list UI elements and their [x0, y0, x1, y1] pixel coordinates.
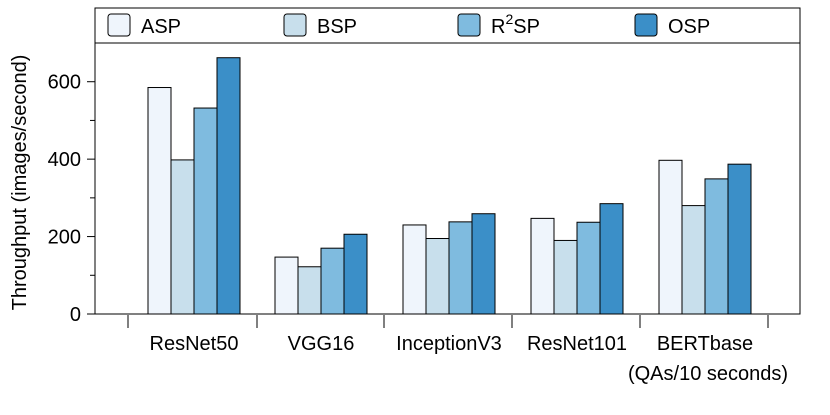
bar-vgg16-bsp	[297, 266, 322, 315]
bar-vgg16-asp	[274, 256, 299, 315]
bar-bertbase-asp	[658, 159, 683, 315]
x-tick-label-resnet50: ResNet50	[150, 333, 239, 355]
legend-swatch-osp	[634, 13, 658, 37]
bar-vgg16-r2sp	[320, 247, 345, 315]
bar-resnet101-bsp	[553, 239, 578, 315]
legend-label-osp: OSP	[668, 16, 710, 38]
y-tick-label-600: 600	[48, 72, 81, 94]
bar-inceptionv3-r2sp	[448, 221, 473, 315]
x-tick-label-inceptionv3: InceptionV3	[396, 333, 502, 355]
bar-resnet50-osp	[216, 57, 241, 315]
x-tick-label-vgg16: VGG16	[288, 333, 355, 355]
bar-bertbase-r2sp	[704, 178, 729, 315]
bar-vgg16-osp	[343, 233, 368, 315]
bar-inceptionv3-osp	[471, 213, 496, 315]
y-tick-label-400: 400	[48, 149, 81, 171]
y-tick-label-200: 200	[48, 227, 81, 249]
legend-label-bsp: BSP	[317, 16, 357, 38]
bar-resnet101-asp	[530, 217, 555, 315]
y-tick-label-0: 0	[70, 304, 81, 326]
legend-label-r2sp: R2SP	[491, 11, 540, 38]
y-axis-title: Throughput (images/second)	[9, 55, 31, 311]
legend-label-asp: ASP	[141, 16, 181, 38]
bar-inceptionv3-asp	[402, 224, 427, 315]
bar-resnet50-bsp	[170, 159, 195, 315]
bar-bertbase-osp	[727, 163, 752, 315]
plot-frame	[94, 42, 801, 315]
bar-resnet50-r2sp	[193, 107, 218, 315]
x-tick-label-bertbase: BERTbase	[657, 333, 753, 355]
bar-resnet101-osp	[599, 203, 624, 315]
legend-swatch-asp	[107, 13, 131, 37]
bar-inceptionv3-bsp	[425, 238, 450, 315]
bar-bertbase-bsp	[681, 205, 706, 315]
axes: 0 200 400 600 Throughput (images/second) ResN…	[9, 42, 801, 385]
x-tick-sublabel-bertbase: (QAs/10 seconds)	[628, 363, 788, 385]
bars	[147, 57, 752, 315]
legend-box	[94, 7, 801, 44]
legend-swatch-r2sp	[457, 13, 481, 37]
legend: ASP BSP R2SP OSP	[94, 7, 801, 44]
x-tick-label-resnet101: ResNet101	[527, 333, 627, 355]
legend-swatch-bsp	[283, 13, 307, 37]
bar-resnet101-r2sp	[576, 221, 601, 315]
bar-resnet50-asp	[147, 87, 172, 315]
